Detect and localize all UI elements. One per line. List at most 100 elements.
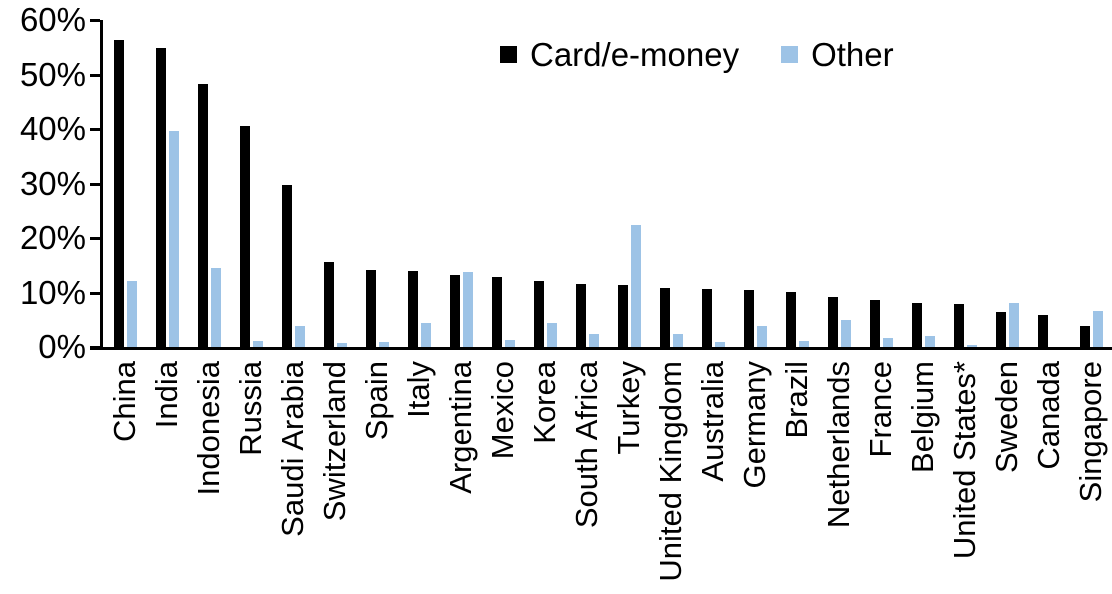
x-label-cell: Belgium — [902, 361, 944, 594]
plot-area — [104, 0, 1112, 347]
bar-other — [126, 281, 137, 347]
bar-other — [714, 342, 725, 347]
y-tick-label-20: 20% — [19, 219, 86, 256]
bar-card-e-money — [533, 281, 544, 347]
bar-other — [588, 334, 599, 347]
bar-card-e-money — [617, 285, 628, 347]
y-tick-mark-30 — [90, 182, 100, 186]
x-label-cell: Switzerland — [314, 361, 356, 594]
x-label-united-kingdom: United Kingdom — [652, 361, 688, 582]
bar-group-united-states- — [944, 0, 986, 347]
bar-group-sweden — [986, 0, 1028, 347]
bar-card-e-money — [659, 288, 670, 347]
bar-other — [630, 225, 641, 347]
bar-other — [462, 272, 473, 347]
x-label-cell: Korea — [524, 361, 566, 594]
y-tick-mark-10 — [90, 291, 100, 295]
bar-other — [504, 340, 515, 347]
bar-group-italy — [398, 0, 440, 347]
x-label-cell: Russia — [230, 361, 272, 594]
legend-label-other: Other — [811, 36, 894, 73]
bar-other — [546, 323, 557, 347]
bar-other — [252, 341, 263, 347]
x-label-italy: Italy — [400, 361, 436, 418]
x-label-germany: Germany — [736, 361, 772, 489]
legend-swatch-other — [781, 46, 799, 63]
bar-card-e-money — [449, 275, 460, 347]
x-label-switzerland: Switzerland — [316, 361, 352, 522]
bar-card-e-money — [113, 40, 124, 347]
x-label-cell: France — [860, 361, 902, 594]
bar-other — [336, 343, 347, 347]
bar-group-united-kingdom — [650, 0, 692, 347]
bar-group-turkey — [608, 0, 650, 347]
legend-label-card-e-money: Card/e-money — [530, 36, 740, 73]
y-tick-label-40: 40% — [19, 110, 86, 147]
bar-group-belgium — [902, 0, 944, 347]
bar-card-e-money — [785, 292, 796, 347]
bar-other — [294, 326, 305, 347]
bar-group-argentina — [440, 0, 482, 347]
y-tick-label-50: 50% — [19, 55, 86, 93]
x-label-cell: China — [104, 361, 146, 594]
x-label-cell: South Africa — [566, 361, 608, 594]
x-label-cell: Australia — [692, 361, 734, 594]
bar-card-e-money — [491, 277, 502, 347]
y-tick-label-0: 0% — [38, 328, 86, 365]
bar-group-brazil — [776, 0, 818, 347]
legend-swatch-card-e-money — [500, 46, 517, 63]
bar-other — [798, 341, 809, 347]
bar-other — [966, 345, 977, 347]
legend-item-other: Other — [781, 38, 894, 71]
y-axis-line — [100, 20, 103, 350]
bar-group-netherlands — [818, 0, 860, 347]
bar-group-south-africa — [566, 0, 608, 347]
bar-group-singapore — [1070, 0, 1112, 347]
bar-card-e-money — [701, 289, 712, 347]
y-tick-mark-40 — [90, 128, 100, 131]
bar-group-india — [146, 0, 188, 347]
x-label-united-states-: United States* — [946, 361, 982, 560]
x-label-cell: United Kingdom — [650, 361, 692, 594]
bar-other — [420, 323, 431, 347]
bar-other — [924, 336, 935, 347]
bar-group-indonesia — [188, 0, 230, 347]
bar-card-e-money — [953, 304, 964, 347]
bar-other — [672, 334, 683, 347]
x-label-cell: Indonesia — [188, 361, 230, 594]
x-axis-line — [90, 347, 1112, 350]
bar-card-e-money — [197, 84, 208, 347]
bar-other — [840, 320, 851, 347]
bar-card-e-money — [1037, 315, 1048, 347]
bar-card-e-money — [407, 271, 418, 347]
bar-group-australia — [692, 0, 734, 347]
x-label-india: India — [148, 361, 184, 429]
bar-card-e-money — [575, 284, 586, 347]
x-label-mexico: Mexico — [484, 361, 520, 460]
bar-card-e-money — [869, 300, 880, 347]
x-label-cell: Germany — [734, 361, 776, 594]
bar-group-france — [860, 0, 902, 347]
bar-card-e-money — [827, 297, 838, 347]
bar-card-e-money — [323, 262, 334, 347]
x-label-australia: Australia — [694, 361, 730, 482]
bar-group-china — [104, 0, 146, 347]
bar-card-e-money — [155, 48, 166, 347]
x-label-cell: Spain — [356, 361, 398, 594]
x-label-france: France — [862, 361, 898, 458]
y-tick-mark-0 — [90, 346, 100, 349]
bar-card-e-money — [365, 270, 376, 347]
bar-group-mexico — [482, 0, 524, 347]
y-tick-mark-60 — [90, 19, 100, 22]
x-label-singapore: Singapore — [1072, 361, 1108, 503]
bar-group-korea — [524, 0, 566, 347]
bar-other — [210, 268, 221, 347]
x-label-sweden: Sweden — [988, 361, 1024, 474]
x-label-indonesia: Indonesia — [190, 361, 226, 496]
x-label-cell: Mexico — [482, 361, 524, 594]
y-tick-mark-50 — [90, 73, 100, 77]
x-label-cell: United States* — [944, 361, 986, 594]
bar-card-e-money — [743, 290, 754, 347]
bar-group-russia — [230, 0, 272, 347]
